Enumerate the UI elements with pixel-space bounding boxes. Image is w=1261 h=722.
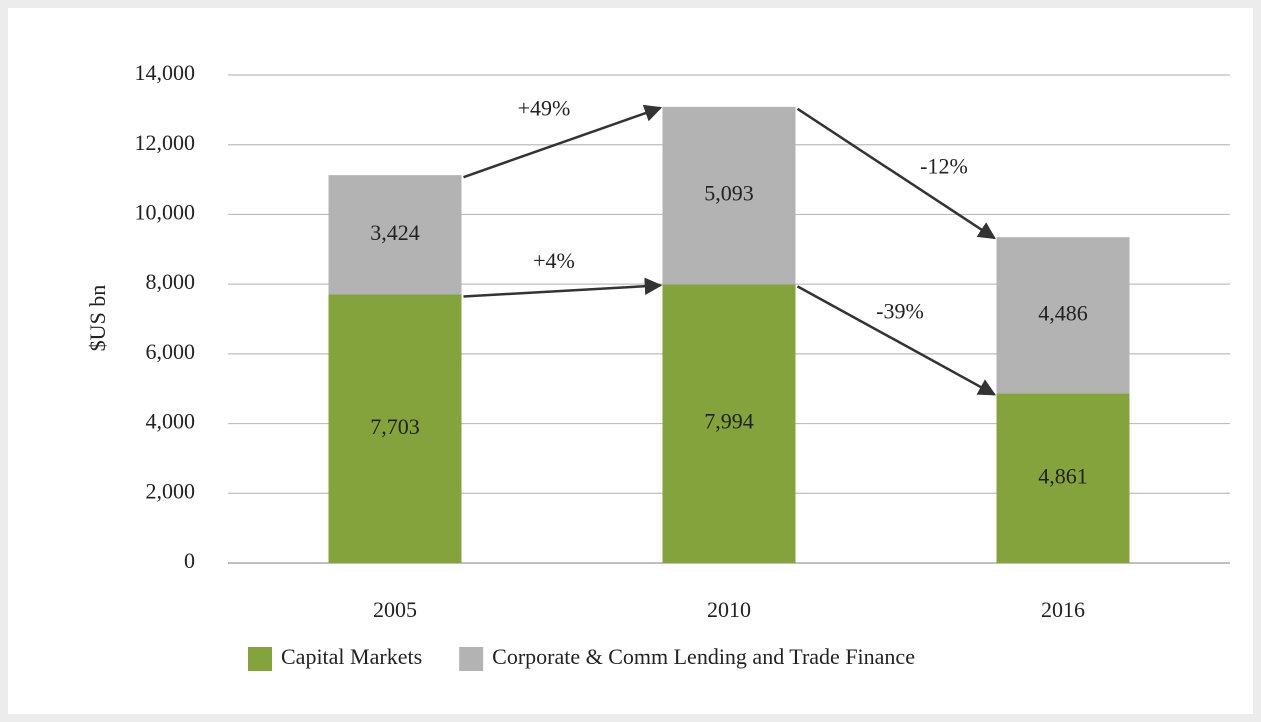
value-label: 3,424 (370, 220, 420, 245)
bar-segment (996, 393, 1130, 563)
y-tick-label: 4,000 (146, 409, 196, 434)
y-tick-label: 8,000 (146, 269, 196, 294)
bar-segment (662, 284, 796, 563)
legend-swatch (248, 647, 272, 671)
y-tick-label: 6,000 (146, 339, 196, 364)
growth-arrow (463, 277, 663, 298)
legend-label: Capital Markets (281, 644, 422, 669)
value-label: 7,994 (704, 409, 754, 434)
value-label: 4,486 (1038, 300, 1088, 325)
annotation: -39% (876, 299, 924, 324)
bar-segment (662, 106, 796, 285)
x-tick-label: 2010 (707, 597, 751, 622)
growth-arrow (463, 104, 663, 179)
y-tick-label: 2,000 (146, 478, 196, 503)
bar-segment (328, 294, 462, 563)
bar-segment (996, 237, 1130, 394)
annotation: -12% (920, 154, 968, 179)
y-tick-label: 0 (184, 548, 195, 573)
growth-arrow (796, 107, 996, 240)
y-axis-label: $US bn (85, 285, 110, 352)
y-tick-label: 14,000 (135, 60, 196, 85)
y-tick-label: 12,000 (135, 130, 196, 155)
annotation: +4% (533, 248, 575, 273)
legend-swatch (459, 647, 484, 671)
value-label: 4,861 (1038, 463, 1088, 488)
y-tick-label: 10,000 (135, 199, 196, 224)
growth-arrow (796, 285, 997, 396)
legend-label: Corporate & Comm Lending and Trade Finan… (492, 644, 915, 669)
value-label: 7,703 (370, 414, 420, 439)
x-tick-label: 2005 (373, 597, 417, 622)
x-tick-label: 2016 (1041, 597, 1085, 622)
annotation: +49% (518, 96, 571, 121)
bar-segment (328, 175, 462, 295)
value-label: 5,093 (704, 181, 754, 206)
